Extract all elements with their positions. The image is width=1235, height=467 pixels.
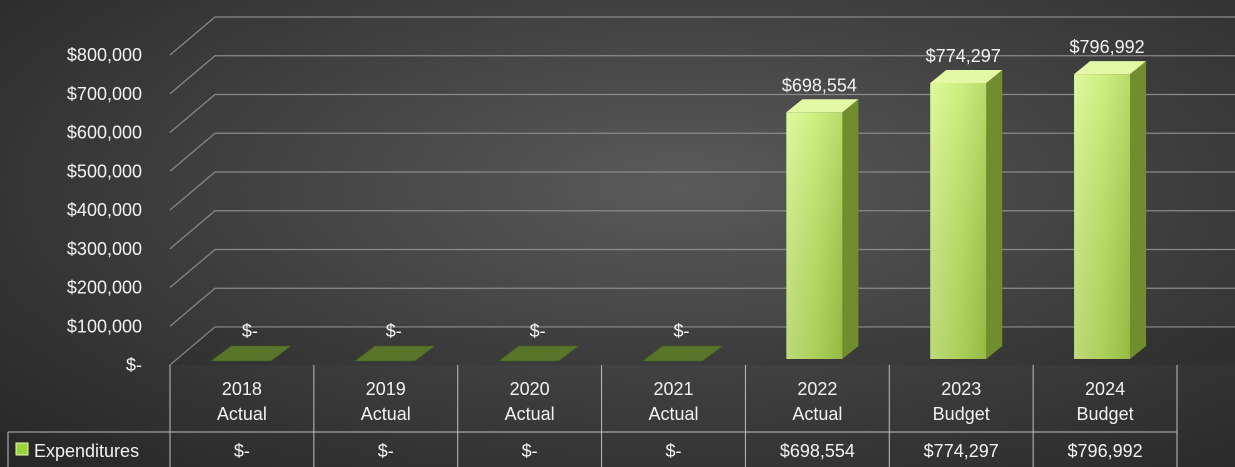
y-tick-label: $100,000 xyxy=(67,316,142,336)
bar-zero-slab xyxy=(210,345,292,362)
category-label: Actual xyxy=(792,404,842,424)
category-label: 2020 xyxy=(510,379,550,399)
bar-side-face xyxy=(986,69,1003,360)
category-label: Budget xyxy=(1077,404,1134,424)
y-tick-label: $700,000 xyxy=(67,84,142,104)
legend-key xyxy=(15,442,29,456)
table-value-cell: $- xyxy=(234,441,250,461)
gridline xyxy=(169,171,1235,211)
y-tick-label: $400,000 xyxy=(67,200,142,220)
bar-front-shade xyxy=(930,82,987,360)
bar xyxy=(497,345,580,362)
gridline xyxy=(169,93,1235,133)
bars xyxy=(210,61,1147,362)
category-label: 2021 xyxy=(653,379,693,399)
y-tick-label: $600,000 xyxy=(67,123,142,143)
data-labels: $- $- $- $- $698,554 $774,297 $796,992 xyxy=(242,37,1145,341)
gridline xyxy=(169,210,1235,250)
gridline xyxy=(169,326,1235,366)
series-name: Expenditures xyxy=(34,441,139,461)
bar xyxy=(210,345,292,362)
gridline xyxy=(169,16,1235,56)
bar xyxy=(1074,61,1147,360)
category-label: Budget xyxy=(933,404,990,424)
gridline xyxy=(169,248,1235,288)
table-value-cell: $- xyxy=(522,441,538,461)
bar-side-face xyxy=(1130,61,1147,360)
bar xyxy=(930,69,1003,360)
table-value-cell: $- xyxy=(378,441,394,461)
data-label: $774,297 xyxy=(926,46,1001,66)
data-label: $796,992 xyxy=(1070,37,1145,57)
bar-front-shade xyxy=(1074,74,1131,360)
gridline xyxy=(169,55,1235,95)
data-label: $- xyxy=(530,321,546,341)
bar xyxy=(786,99,859,359)
table-value-cell: $698,554 xyxy=(780,441,855,461)
data-label: $- xyxy=(386,321,402,341)
y-tick-label: $- xyxy=(126,355,142,375)
category-label: Actual xyxy=(361,404,411,424)
category-label: 2023 xyxy=(941,379,981,399)
bar-zero-slab xyxy=(497,345,580,362)
data-label: $- xyxy=(242,321,258,341)
y-tick-label: $800,000 xyxy=(67,45,142,65)
bar-zero-slab xyxy=(353,345,436,362)
y-tick-label: $300,000 xyxy=(67,239,142,259)
gridline xyxy=(169,132,1235,172)
bar-top-face xyxy=(1074,61,1147,75)
bar xyxy=(641,345,724,362)
category-label: 2022 xyxy=(797,379,837,399)
y-tick-label: $500,000 xyxy=(67,161,142,181)
category-label: 2019 xyxy=(366,379,406,399)
data-label: $698,554 xyxy=(782,75,857,95)
bar-zero-slab xyxy=(641,345,724,362)
gridline xyxy=(169,287,1235,327)
table-value-cell: $774,297 xyxy=(924,441,999,461)
category-label: 2024 xyxy=(1085,379,1125,399)
category-label: Actual xyxy=(505,404,555,424)
bar xyxy=(353,345,436,362)
y-tick-label: $200,000 xyxy=(67,278,142,298)
category-label: Actual xyxy=(217,404,267,424)
table-value-cell: $- xyxy=(665,441,681,461)
category-label: 2018 xyxy=(222,379,262,399)
category-label: Actual xyxy=(648,404,698,424)
bar-front-shade xyxy=(786,112,843,359)
data-table: 2018 Actual $- 2019 Actual $- 2020 Actual $- 2021… xyxy=(7,365,1178,467)
bar-top-face xyxy=(930,69,1003,83)
bar-top-face xyxy=(786,99,859,113)
y-axis-tick-labels: $- $100,000 $200,000 $300,000 $400,000 $500,0… xyxy=(67,45,142,375)
data-label: $- xyxy=(673,321,689,341)
bar-side-face xyxy=(842,99,859,359)
table-value-cell: $796,992 xyxy=(1068,441,1143,461)
